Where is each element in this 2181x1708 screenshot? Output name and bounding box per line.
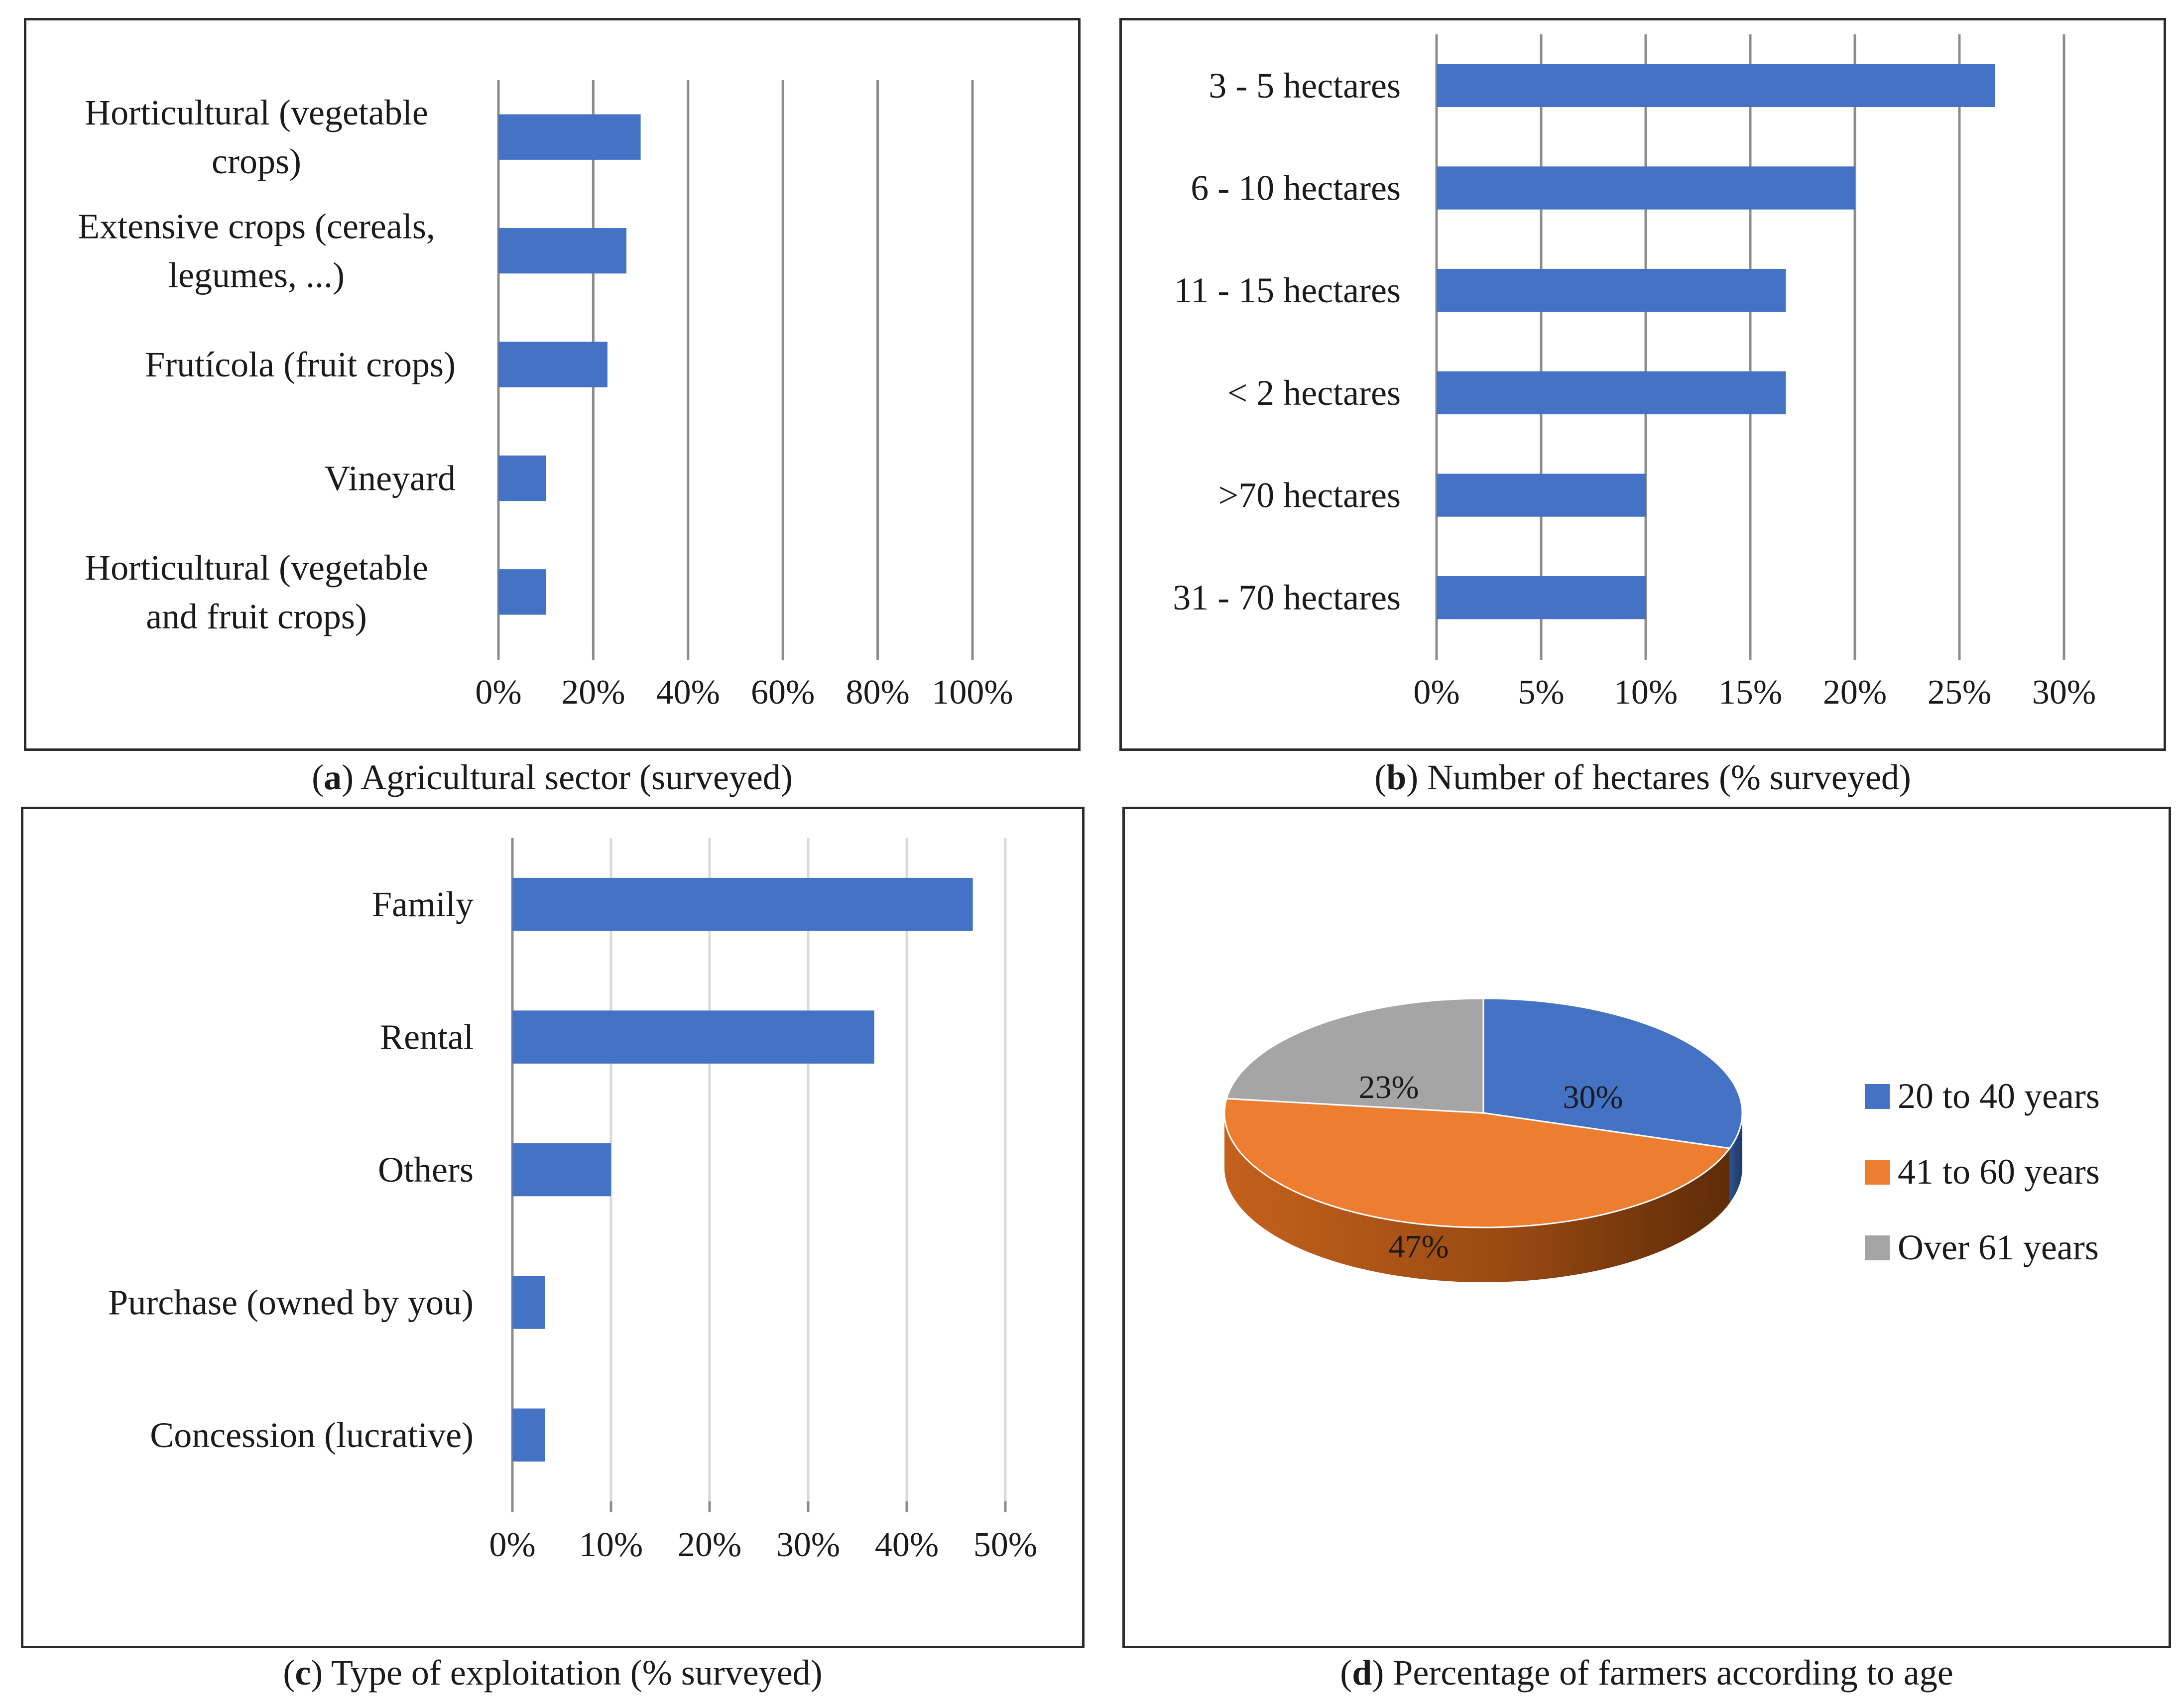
tick-label-b-3: 15% [1718,673,1782,712]
tick-label-a-1: 20% [561,673,625,712]
tick-label-c-2: 20% [678,1526,741,1564]
caption-b: (b) Number of hectares (% surveyed) [1374,757,1911,797]
panel-b: 0% 5% 10% 15% 20% 25% 30% 3 - 5 hectares 6 - 10 … [1119,18,2166,751]
legend-label-2: Over 61 years [1898,1227,2099,1267]
category-label-c-0: Family [372,884,474,924]
bar-b-5 [1437,576,1646,619]
tick-label-b-4: 20% [1823,673,1887,712]
pie-value-label-1: 47% [1389,1228,1449,1265]
bar-a-2 [498,342,607,387]
caption-c-letter: c [295,1653,311,1693]
chart-c-svg: 0% 10% 20% 30% 40% 50% Family Rental Others Purch… [108,838,1037,1564]
category-label-b-2: 11 - 15 hectares [1174,270,1401,310]
caption-a-letter: a [324,757,342,797]
caption-c-text: Type of exploitation (% surveyed) [331,1653,823,1693]
category-label-a-1-line0: Extensive crops (cereals, [78,207,435,246]
category-label-a-2: Frutícola (fruit crops) [145,345,456,384]
tick-label-b-1: 5% [1518,673,1564,712]
category-label-a-3: Vineyard [324,458,456,498]
caption-d-text: Percentage of farmers according to age [1393,1653,1953,1693]
bar-c-2 [512,1143,611,1197]
bar-b-3 [1437,371,1786,415]
tick-label-b-5: 25% [1928,673,1991,712]
tick-label-a-5: 100% [932,673,1013,712]
category-label-c-1: Rental [380,1017,474,1057]
caption-a-text: Agricultural sector (surveyed) [361,757,793,797]
legend-swatch-1 [1865,1160,1890,1185]
pie-side-20-40 [1729,1113,1742,1204]
tick-label-c-0: 0% [489,1526,535,1564]
category-label-a-4-line1: and fruit crops) [146,597,367,636]
category-label-a-4-line0: Horticultural (vegetable [85,548,428,588]
bar-c-3 [512,1276,545,1329]
panel-c: 0% 10% 20% 30% 40% 50% Family Rental Others Purch… [21,807,1085,1648]
pie-value-label-0: 30% [1563,1079,1623,1115]
pie-slice-2 [1225,997,1484,1114]
bar-a-0 [498,114,641,160]
legend-label-0: 20 to 40 years [1898,1076,2100,1116]
tick-label-a-2: 40% [656,673,720,712]
tick-label-c-4: 40% [875,1526,939,1564]
category-label-a-1-line1: legumes, ...) [168,255,345,295]
category-label-b-1: 6 - 10 hectares [1191,168,1401,208]
pie-slice-1 [1223,1098,1731,1228]
bar-b-0 [1437,64,1995,108]
bar-c-1 [512,1010,874,1064]
pie-value-label-2: 23% [1359,1069,1419,1105]
tick-label-a-4: 80% [846,673,909,712]
legend-swatch-2 [1865,1235,1890,1260]
tick-label-a-3: 60% [751,673,815,712]
tick-label-b-2: 10% [1614,673,1678,712]
category-label-b-5: 31 - 70 hectares [1173,578,1401,617]
legend-label-1: 41 to 60 years [1898,1152,2100,1192]
category-label-b-4: >70 hectares [1218,476,1401,515]
tick-label-b-0: 0% [1413,673,1459,712]
tick-label-a-0: 0% [475,673,521,712]
tick-label-b-6: 30% [2032,673,2096,712]
panel-a: 0% 20% 40% 60% 80% 100% Horticultural (vegetab… [24,18,1081,751]
category-label-a-0-line1: crops) [212,141,301,181]
category-label-c-3: Purchase (owned by you) [108,1282,474,1322]
pie-side-41-60 [1224,1113,1730,1282]
bar-c-0 [512,877,973,931]
category-label-c-4: Concession (lucrative) [150,1415,474,1455]
panel-d: 30% 47% 23% 20 to 40 years 41 to 60 years Ove… [1122,807,2171,1648]
tick-label-c-1: 10% [579,1526,643,1564]
chart-d-svg: 30% 47% 23% 20 to 40 years 41 to 60 years Ove… [1223,997,2100,1282]
category-label-c-2: Others [378,1150,474,1190]
pie-slice-0 [1482,997,1743,1149]
category-label-a-0-line0: Horticultural (vegetable [85,93,428,132]
caption-a: (a) Agricultural sector (surveyed) [312,757,793,797]
bar-b-4 [1437,474,1646,517]
caption-b-text: Number of hectares (% surveyed) [1427,757,1911,797]
chart-a-svg: 0% 20% 40% 60% 80% 100% Horticultural (vegetab… [78,80,1013,712]
caption-d-letter: d [1352,1653,1372,1693]
caption-b-letter: b [1386,757,1407,797]
chart-b-svg: 0% 5% 10% 15% 20% 25% 30% 3 - 5 hectares 6 - 10 … [1173,34,2096,712]
caption-d: (d) Percentage of farmers according to a… [1340,1653,1953,1693]
category-label-b-3: < 2 hectares [1227,373,1401,413]
caption-c: (c) Type of exploitation (% surveyed) [283,1653,823,1693]
tick-label-c-3: 30% [776,1526,840,1564]
bar-b-1 [1437,166,1855,210]
legend-swatch-0 [1865,1084,1890,1109]
bar-a-4 [498,569,546,615]
category-label-b-0: 3 - 5 hectares [1209,66,1401,106]
bar-c-4 [512,1408,545,1462]
tick-label-c-5: 50% [973,1526,1037,1564]
bar-a-3 [498,455,546,501]
bar-b-2 [1437,268,1786,312]
bar-a-1 [498,228,627,274]
